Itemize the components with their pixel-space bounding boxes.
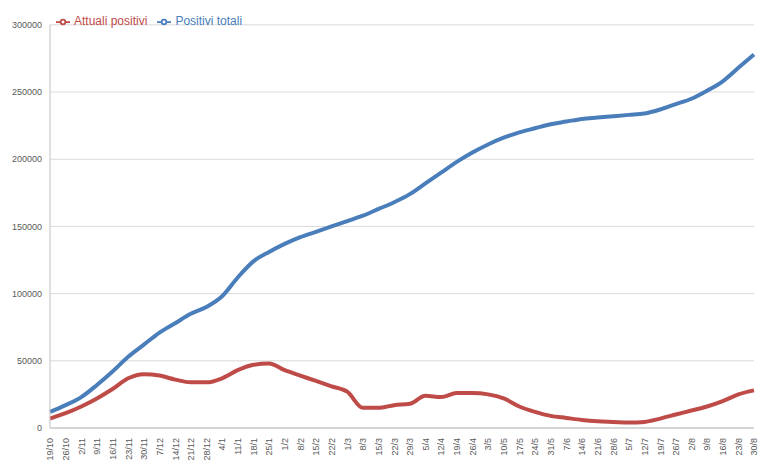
svg-text:29/3: 29/3 xyxy=(405,438,415,456)
svg-text:3/5: 3/5 xyxy=(483,438,493,451)
svg-text:200000: 200000 xyxy=(12,154,42,164)
svg-text:21/6: 21/6 xyxy=(593,438,603,456)
svg-text:5/7: 5/7 xyxy=(624,438,634,451)
svg-text:23/8: 23/8 xyxy=(734,438,744,456)
svg-text:14/12: 14/12 xyxy=(171,438,181,461)
svg-text:23/11: 23/11 xyxy=(124,438,134,460)
svg-text:11/1: 11/1 xyxy=(233,438,243,455)
svg-text:2/8: 2/8 xyxy=(687,438,697,451)
svg-text:14/6: 14/6 xyxy=(577,438,587,456)
svg-text:7/6: 7/6 xyxy=(562,438,572,451)
svg-text:30/11: 30/11 xyxy=(139,438,149,460)
svg-text:2/11: 2/11 xyxy=(77,438,87,455)
svg-text:100000: 100000 xyxy=(12,289,42,299)
svg-text:1/3: 1/3 xyxy=(343,438,353,451)
svg-text:10/5: 10/5 xyxy=(499,438,509,456)
svg-text:24/5: 24/5 xyxy=(530,438,540,456)
svg-text:25/1: 25/1 xyxy=(264,438,274,456)
svg-text:1/2: 1/2 xyxy=(280,438,290,451)
svg-text:150000: 150000 xyxy=(12,222,42,232)
svg-text:26/10: 26/10 xyxy=(61,438,71,461)
svg-text:9/8: 9/8 xyxy=(702,438,712,451)
svg-text:21/12: 21/12 xyxy=(186,438,196,461)
svg-text:22/2: 22/2 xyxy=(327,438,337,456)
svg-text:50000: 50000 xyxy=(17,356,42,366)
svg-text:30/8: 30/8 xyxy=(749,438,759,456)
svg-text:28/12: 28/12 xyxy=(202,438,212,461)
svg-text:5/4: 5/4 xyxy=(421,438,431,451)
svg-text:4/1: 4/1 xyxy=(217,438,227,451)
svg-text:8/3: 8/3 xyxy=(358,438,368,451)
svg-text:31/5: 31/5 xyxy=(546,438,556,456)
html-text:Attuali positivi: Attuali positivi xyxy=(74,14,148,28)
svg-text:17/5: 17/5 xyxy=(515,438,525,456)
svg-text:19/4: 19/4 xyxy=(452,438,462,456)
svg-text:8/2: 8/2 xyxy=(296,438,306,451)
svg-text:28/6: 28/6 xyxy=(609,438,619,456)
svg-text:12/4: 12/4 xyxy=(437,438,447,456)
svg-text:15/2: 15/2 xyxy=(311,438,321,456)
svg-text:19/7: 19/7 xyxy=(656,438,666,456)
svg-text:0: 0 xyxy=(37,423,42,433)
svg-text:250000: 250000 xyxy=(12,87,42,97)
svg-text:19/10: 19/10 xyxy=(45,438,55,461)
svg-text:7/12: 7/12 xyxy=(155,438,165,456)
svg-text:26/7: 26/7 xyxy=(671,438,681,456)
html-text:Positivi totali: Positivi totali xyxy=(175,14,243,28)
svg-text:22/3: 22/3 xyxy=(390,438,400,456)
svg-text:12/7: 12/7 xyxy=(640,438,650,456)
svg-text:16/8: 16/8 xyxy=(718,438,728,456)
svg-text:15/3: 15/3 xyxy=(374,438,384,456)
svg-text:18/1: 18/1 xyxy=(249,438,259,456)
svg-text:16/11: 16/11 xyxy=(108,438,118,460)
svg-text:9/11: 9/11 xyxy=(92,438,102,455)
svg-text:26/4: 26/4 xyxy=(468,438,478,456)
svg-text:300000: 300000 xyxy=(12,20,42,30)
